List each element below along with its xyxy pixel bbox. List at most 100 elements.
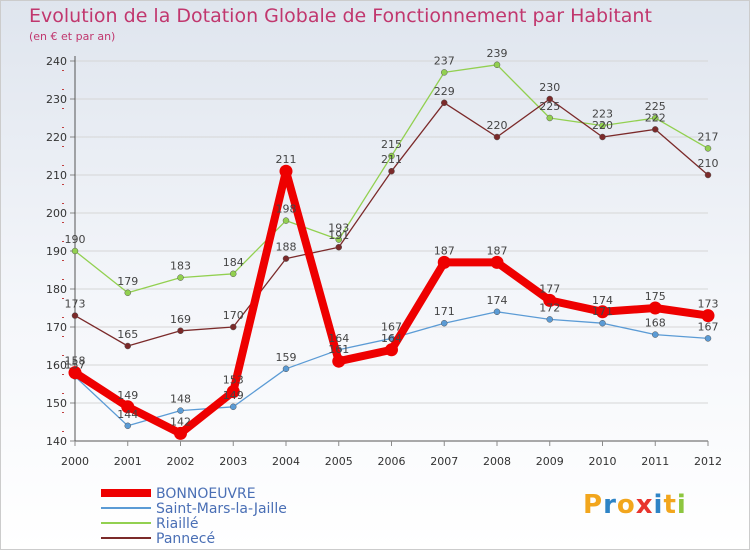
y-tick-label: 150: [46, 397, 67, 410]
data-point: [490, 255, 504, 269]
x-tick-label: 2005: [325, 455, 353, 468]
data-label: 187: [434, 244, 455, 257]
data-point: [124, 289, 131, 297]
data-point: [441, 99, 448, 107]
data-label: 223: [592, 108, 613, 121]
data-label: 159: [276, 351, 297, 364]
data-label: 173: [698, 298, 719, 311]
data-label: 229: [434, 85, 455, 98]
data-label: 142: [170, 415, 191, 428]
data-label: 153: [223, 374, 244, 387]
y-tick-label: 180: [46, 283, 67, 296]
x-tick-label: 2008: [483, 455, 511, 468]
data-point: [279, 164, 293, 178]
data-label: 148: [170, 393, 191, 406]
data-point: [704, 145, 712, 152]
data-label: 222: [645, 111, 666, 124]
data-label: 161: [328, 343, 349, 356]
data-point: [441, 69, 448, 76]
data-point: [282, 217, 290, 224]
data-label: 179: [117, 275, 138, 288]
data-label: 220: [487, 119, 508, 132]
data-point: [174, 426, 187, 440]
y-tick-label: 220: [46, 131, 67, 144]
data-point: [704, 335, 712, 342]
logo-letter: P: [583, 490, 604, 520]
y-tick-label: 190: [46, 245, 67, 258]
x-tick-label: 2009: [536, 455, 564, 468]
data-label: 170: [223, 309, 244, 322]
logo-letter: t: [663, 490, 677, 520]
data-label: 168: [645, 317, 666, 330]
y-tick-label: 240: [46, 55, 67, 68]
data-point: [230, 403, 237, 411]
data-label: 183: [170, 260, 191, 273]
data-point: [599, 122, 606, 129]
data-label: 171: [434, 305, 455, 318]
logo-letter: i: [653, 490, 664, 520]
legend-label: Saint-Mars-la-Jaille: [156, 501, 287, 517]
data-point: [124, 342, 131, 350]
data-label: 174: [487, 294, 508, 307]
data-point: [546, 114, 553, 122]
data-label: 211: [381, 153, 402, 166]
data-point: [493, 61, 501, 69]
data-label: 173: [65, 298, 86, 311]
x-tick-label: 2002: [167, 455, 195, 468]
data-point: [596, 305, 609, 319]
data-label: 165: [117, 328, 138, 341]
x-tick-label: 2000: [61, 455, 89, 468]
x-tick-label: 2007: [430, 455, 458, 468]
data-point: [599, 133, 606, 141]
data-label: 172: [539, 301, 560, 314]
data-point: [652, 331, 659, 338]
x-tick-label: 2001: [114, 455, 142, 468]
data-label: 211: [276, 153, 297, 166]
data-point: [230, 323, 237, 331]
data-point: [441, 319, 448, 327]
data-point: [599, 319, 606, 327]
legend-label: BONNOEUVRE: [156, 486, 256, 502]
data-point: [388, 167, 395, 175]
x-tick-label: 2011: [641, 455, 669, 468]
data-point: [68, 366, 82, 380]
data-label: 190: [65, 233, 86, 246]
data-label: 164: [381, 332, 402, 345]
data-point: [652, 126, 659, 133]
data-label: 187: [487, 244, 508, 257]
data-point: [335, 236, 342, 243]
data-label: 144: [117, 408, 138, 421]
data-point: [332, 354, 346, 368]
data-point: [121, 400, 135, 414]
data-point: [388, 152, 395, 160]
y-tick-label: 230: [46, 93, 67, 106]
data-point: [701, 309, 715, 323]
data-label: 158: [65, 355, 86, 368]
data-label: 230: [539, 81, 560, 94]
x-tick-label: 2012: [694, 455, 722, 468]
data-label: 164: [328, 332, 349, 345]
legend-label: Riaillé: [156, 516, 198, 532]
data-label: 184: [223, 256, 244, 269]
x-tick-label: 2010: [589, 455, 617, 468]
data-point: [648, 301, 662, 315]
data-point: [282, 365, 290, 373]
data-point: [385, 343, 398, 357]
data-point: [543, 293, 557, 307]
chart-title: Evolution de la Dotation Globale de Fonc…: [29, 5, 652, 27]
data-point: [493, 133, 501, 141]
chart-subtitle: (en € et par an): [29, 30, 116, 43]
data-point: [226, 385, 240, 399]
x-tick-label: 2003: [219, 455, 247, 468]
data-point: [546, 95, 553, 103]
data-label: 239: [487, 47, 508, 60]
data-label: 177: [539, 282, 560, 295]
data-point: [652, 114, 659, 122]
y-tick-label: 160: [46, 359, 67, 372]
data-label: 174: [592, 294, 613, 307]
y-tick-label: 200: [46, 207, 67, 220]
data-label: 225: [645, 100, 666, 113]
data-point: [437, 255, 451, 269]
x-tick-label: 2006: [378, 455, 406, 468]
legend-label: Pannecé: [156, 531, 215, 547]
